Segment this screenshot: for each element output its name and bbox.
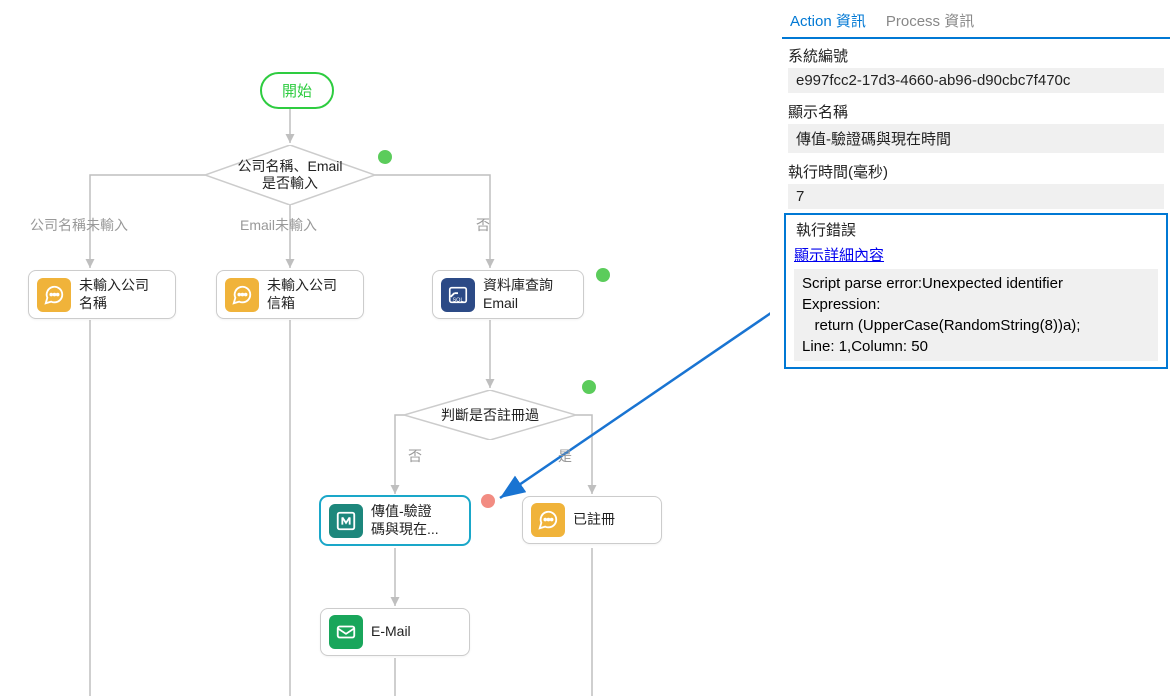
flow-edges bbox=[0, 0, 770, 696]
value-exec-time: 7 bbox=[788, 184, 1164, 209]
status-dot-green bbox=[378, 150, 392, 164]
sql-icon: SQL bbox=[441, 278, 475, 312]
mail-icon bbox=[329, 615, 363, 649]
edge-label-no-2: 否 bbox=[408, 446, 422, 466]
node-return-value[interactable]: 傳值-驗證 碼與現在... bbox=[320, 496, 470, 545]
node-company-missing[interactable]: 未輸入公司 名稱 bbox=[28, 270, 176, 319]
status-dot-green bbox=[582, 380, 596, 394]
node-label: 未輸入公司 名稱 bbox=[79, 277, 149, 312]
tab-process-info[interactable]: Process 資訊 bbox=[884, 4, 976, 37]
node-label: 已註冊 bbox=[573, 511, 615, 529]
function-icon bbox=[329, 504, 363, 538]
start-label: 開始 bbox=[282, 83, 312, 100]
details-panel: Action 資訊 Process 資訊 系統編號 e997fcc2-17d3-… bbox=[782, 4, 1170, 369]
edge-label-yes: 是 bbox=[558, 446, 572, 466]
chat-icon bbox=[531, 503, 565, 537]
label-display-name: 顯示名稱 bbox=[782, 95, 1170, 124]
error-detail-text: Script parse error:Unexpected identifier… bbox=[794, 269, 1158, 361]
value-display-name: 傳值-驗證碼與現在時間 bbox=[788, 124, 1164, 153]
decision-label: 判斷是否註冊過 bbox=[404, 390, 576, 440]
node-email-missing[interactable]: 未輸入公司 信箱 bbox=[216, 270, 364, 319]
label-exec-time: 執行時間(毫秒) bbox=[782, 155, 1170, 184]
flow-canvas: 開始 公司名稱、Email 是否輸入 判斷是否註冊過 公司名稱未輸入 Email… bbox=[0, 0, 770, 696]
value-system-id: e997fcc2-17d3-4660-ab96-d90cbc7f470c bbox=[788, 68, 1164, 93]
edge-label-email-missing: Email未輸入 bbox=[240, 215, 317, 235]
node-label: E-Mail bbox=[371, 623, 411, 641]
node-label: 資料庫查詢 Email bbox=[483, 277, 553, 312]
decision-registered-check[interactable]: 判斷是否註冊過 bbox=[404, 390, 576, 440]
decision-label: 公司名稱、Email 是否輸入 bbox=[205, 145, 375, 205]
chat-icon bbox=[37, 278, 71, 312]
status-dot-red bbox=[481, 494, 495, 508]
node-label: 未輸入公司 信箱 bbox=[267, 277, 337, 312]
tab-action-info[interactable]: Action 資訊 bbox=[788, 4, 868, 37]
decision-input-check[interactable]: 公司名稱、Email 是否輸入 bbox=[205, 145, 375, 205]
node-label: 傳值-驗證 碼與現在... bbox=[371, 503, 439, 538]
edge-label-company-missing: 公司名稱未輸入 bbox=[30, 215, 128, 235]
start-node[interactable]: 開始 bbox=[260, 72, 334, 109]
status-dot-green bbox=[596, 268, 610, 282]
label-system-id: 系統編號 bbox=[782, 39, 1170, 68]
link-show-detail[interactable]: 顯示詳細內容 bbox=[790, 242, 1162, 267]
label-error: 執行錯誤 bbox=[790, 217, 1162, 242]
node-registered[interactable]: 已註冊 bbox=[522, 496, 662, 544]
edge-label-no-1: 否 bbox=[476, 215, 490, 235]
error-block: 執行錯誤 顯示詳細內容 Script parse error:Unexpecte… bbox=[784, 213, 1168, 369]
panel-tabs: Action 資訊 Process 資訊 bbox=[782, 4, 1170, 39]
node-email-send[interactable]: E-Mail bbox=[320, 608, 470, 656]
chat-icon bbox=[225, 278, 259, 312]
svg-text:SQL: SQL bbox=[453, 297, 464, 303]
node-db-query[interactable]: SQL 資料庫查詢 Email bbox=[432, 270, 584, 319]
